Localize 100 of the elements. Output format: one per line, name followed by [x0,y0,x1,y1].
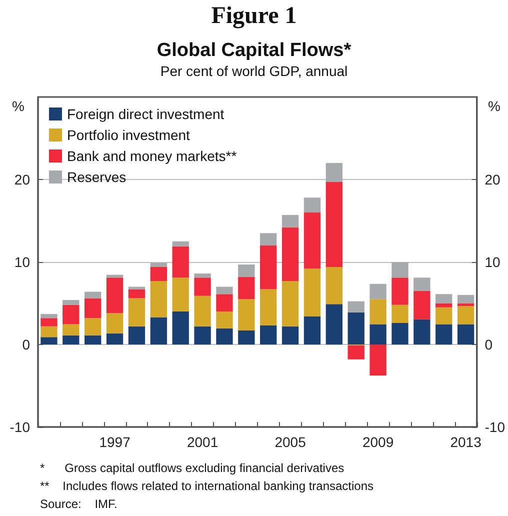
bar [436,324,452,344]
bar [304,198,321,212]
bar [348,345,364,360]
bar [40,326,58,338]
bar [150,262,167,267]
bar [457,306,474,324]
y-tick-label: 0 [22,336,30,352]
x-tick-label: 2005 [274,434,306,450]
y-tick-label: 10 [14,254,30,270]
bar [106,313,124,334]
bar [62,335,80,344]
y2-tick-label: -10 [484,419,506,435]
bar [172,241,189,246]
bar [436,294,452,304]
bar [326,182,343,267]
bar [62,324,80,336]
y-axis-title: % [12,98,24,114]
bar [172,278,189,312]
x-tick-label: 2013 [450,434,482,450]
bar [392,323,408,344]
bar [326,266,343,304]
caption: Figure 1 [211,3,297,29]
x-tick-label: 1997 [99,434,131,450]
bar [150,317,167,344]
y-tick-label: -10 [10,419,30,435]
bar [370,284,386,300]
bar [260,233,277,246]
legend-label: Reserves [67,169,126,185]
bar [150,280,167,318]
bar [370,299,386,324]
text: * Gross capital outflows excluding financial derivatives [40,461,344,475]
bar [84,335,102,344]
bar [436,307,452,324]
source-note: Source: IMF. [40,497,118,511]
bar [238,264,255,277]
legend-label: Foreign direct investment [67,106,224,122]
bar [414,319,430,344]
bar [282,214,299,228]
bar [326,163,343,182]
bar [436,303,452,308]
y2-tick-label: 0 [484,336,493,352]
bar [392,304,408,324]
bar [128,326,146,344]
bar [40,318,58,326]
bar [150,266,167,281]
text: ** Includes flows related to international banking transactions [40,479,374,493]
x-tick-label: 2001 [186,434,218,450]
bar [304,316,321,344]
bar [370,344,386,376]
bar [457,324,474,344]
bar [106,333,124,344]
bar [282,326,299,344]
y2-tick-label: 10 [484,254,501,270]
bar [260,289,277,326]
bar [194,278,211,296]
bar [84,318,102,336]
x-tick-label: 2009 [362,434,394,450]
legend-label: Portfolio investment [67,127,190,143]
bar [84,292,102,298]
bar [348,312,364,344]
bar [326,304,343,344]
bar [216,294,233,312]
bar [304,268,321,316]
bar [260,326,277,344]
y2-axis-title: % [488,98,500,114]
bar [106,278,124,314]
bar [282,227,299,281]
bar [457,295,474,304]
bar [62,300,80,305]
bar [238,330,255,344]
bar [40,337,58,344]
bar [84,298,102,318]
bar [216,328,233,344]
bar [62,304,80,324]
bar [392,278,408,305]
bar [260,246,277,290]
bar [216,312,233,328]
bar [40,314,58,318]
bar [282,280,299,326]
bar [414,278,430,291]
bar [194,296,211,326]
y2-tick-label: 20 [484,172,501,188]
bar [194,326,211,344]
bar [348,301,364,312]
bar [414,290,430,320]
bar [172,246,189,278]
bar [216,286,233,294]
bar [172,312,189,344]
y-tick-label: 20 [14,172,30,188]
bar [128,298,146,326]
legend-label: Bank and money markets** [67,148,238,164]
bar [370,324,386,344]
bar [238,276,255,300]
bar [194,274,211,278]
bar [304,212,321,269]
chart-subtitle: Per cent of world GDP, annual [160,63,348,79]
bar [392,262,408,278]
bar [128,289,146,298]
chart-title: Global Capital Flows* [156,40,352,61]
bar [238,299,255,330]
